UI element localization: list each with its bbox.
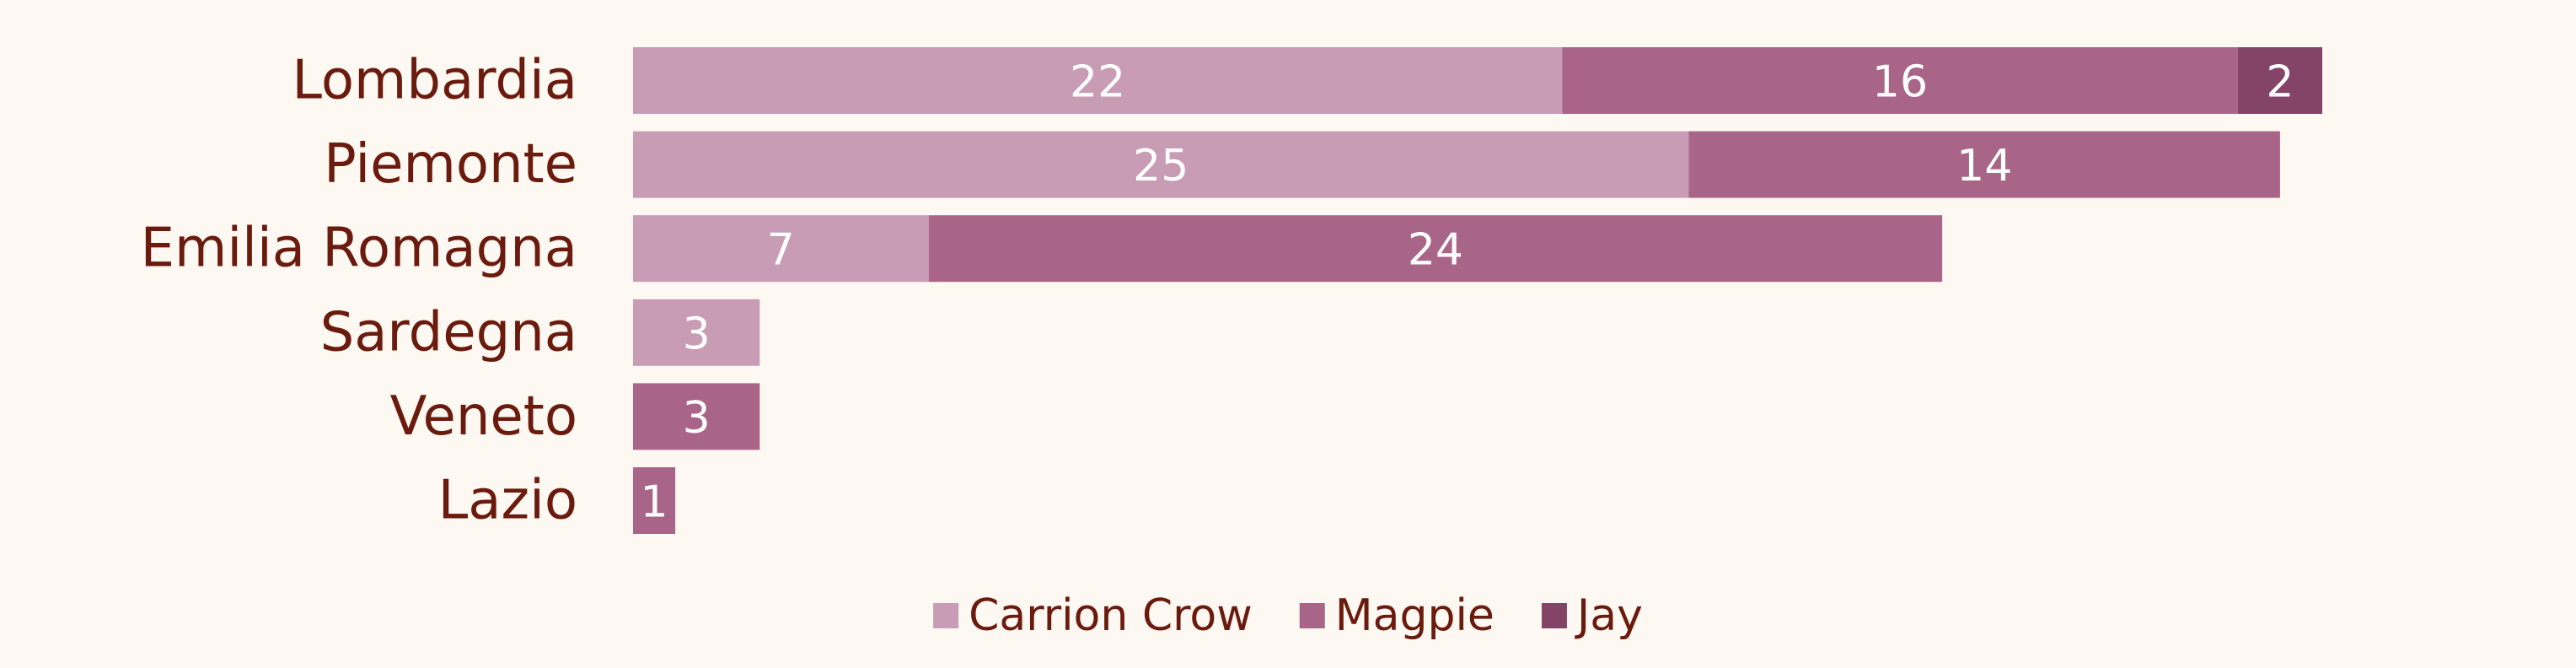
bar-sardegna-carrion-crow [633, 299, 760, 366]
value-label-piemonte-carrion-crow: 25 [1133, 141, 1189, 191]
bar-lombardia-carrion-crow [633, 47, 1563, 114]
legend-item-magpie: Magpie [1299, 590, 1495, 641]
category-label-lazio: Lazio [438, 470, 577, 532]
legend-label-jay: Jay [1575, 590, 1643, 641]
value-label-lombardia-magpie: 16 [1872, 57, 1928, 108]
category-labels: Lombardia Piemonte Emilia Romagna Sardegna V… [141, 50, 577, 532]
bar-emilia-romagna-magpie [928, 215, 1943, 283]
bar-lombardia-magpie [1562, 47, 2238, 114]
legend-label-magpie: Magpie [1335, 590, 1495, 641]
bar-emilia-romagna-carrion-crow [633, 215, 929, 283]
legend-item-carrion-crow: Carrion Crow [933, 590, 1253, 641]
category-label-veneto: Veneto [390, 385, 577, 448]
legend-label-carrion-crow: Carrion Crow [969, 590, 1253, 641]
category-label-lombardia: Lombardia [292, 50, 577, 112]
bar-lombardia-jay [2237, 47, 2322, 114]
value-label-emilia-romagna-carrion-crow: 7 [767, 225, 795, 276]
value-label-emilia-romagna-magpie: 24 [1408, 225, 1463, 276]
legend-swatch-jay [1541, 603, 1567, 628]
category-label-sardegna: Sardegna [320, 301, 577, 364]
bar-veneto-magpie [633, 383, 760, 450]
value-label-lombardia-jay: 2 [2266, 57, 2294, 108]
legend: Carrion Crow Magpie Jay [933, 590, 1643, 641]
value-label-piemonte-magpie: 14 [1956, 141, 2012, 191]
bar-lazio-magpie [633, 467, 676, 534]
value-label-veneto-magpie: 3 [683, 393, 711, 444]
legend-swatch-carrion-crow [933, 603, 959, 628]
category-label-emilia-romagna: Emilia Romagna [141, 218, 577, 280]
legend-item-jay: Jay [1541, 590, 1643, 641]
category-label-piemonte: Piemonte [324, 133, 577, 196]
bar-piemonte-carrion-crow [633, 131, 1689, 198]
value-label-lazio-magpie: 1 [641, 477, 668, 528]
bar-piemonte-magpie [1688, 131, 2280, 198]
value-label-sardegna-carrion-crow: 3 [683, 309, 711, 359]
legend-swatch-magpie [1299, 603, 1325, 628]
value-label-lombardia-carrion-crow: 22 [1070, 57, 1125, 108]
bars-group [633, 47, 2322, 534]
